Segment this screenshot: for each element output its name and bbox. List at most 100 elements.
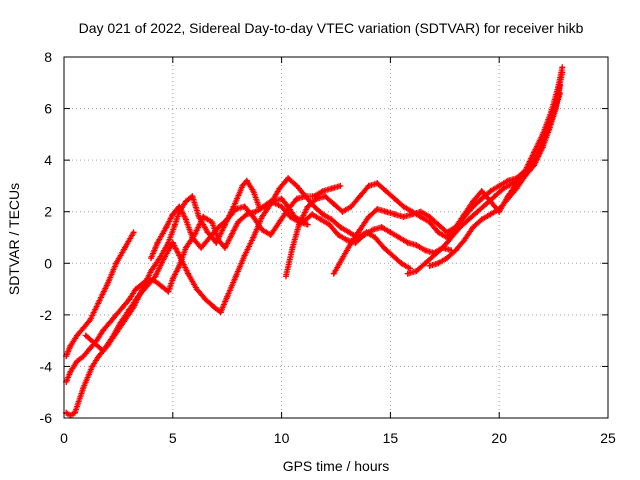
data-point [193,286,200,293]
data-point [513,185,520,192]
data-point [215,237,222,244]
data-point [559,64,566,71]
data-point [413,268,420,274]
data-point [165,288,172,295]
data-point [296,221,302,228]
data-point [504,195,511,202]
data-point [422,247,429,254]
data-point [126,306,133,313]
data-point [335,231,342,238]
data-point [404,239,411,246]
data-point [380,244,387,251]
data-point [67,412,74,419]
data-point [100,327,107,334]
data-point [182,198,189,205]
data-point [100,348,107,354]
y-tick-label: 2 [44,204,52,220]
data-point [348,239,355,246]
data-point [250,188,257,195]
data-point [391,195,398,202]
x-tick-label: 10 [274,430,290,446]
series-track-4 [82,175,413,354]
data-point [169,211,176,218]
data-point [365,182,372,189]
data-point [139,280,146,287]
data-point [330,270,337,277]
data-point [500,185,507,192]
data-point [80,353,87,360]
data-point [400,213,407,220]
data-point [383,188,389,195]
data-point [522,172,529,179]
data-point [204,229,211,236]
data-point [252,208,259,215]
data-point [559,69,566,76]
data-point [404,270,411,277]
data-point [557,82,564,89]
y-tick-label: -6 [40,410,53,426]
data-point [232,273,239,280]
y-tick-label: 8 [44,49,52,65]
data-point [487,211,494,218]
data-point [293,195,300,202]
data-point [278,203,285,210]
data-point [185,270,191,277]
data-point [119,304,126,311]
data-point [169,239,176,246]
data-point [417,208,424,215]
data-point [289,244,296,251]
data-point [444,229,450,236]
data-point [378,224,385,231]
data-point [182,244,189,251]
data-point [470,198,477,205]
x-tick-label: 25 [600,430,616,446]
data-point [417,213,424,220]
data-point [509,180,516,187]
data-point [319,188,326,195]
data-point [372,234,379,241]
data-point [104,280,111,287]
data-point [126,296,133,303]
y-tick-labels: -6 -4 -2 0 2 4 6 8 [40,49,53,426]
data-point [95,353,102,360]
data-point [130,229,137,236]
data-point [474,208,481,215]
data-point [176,262,183,269]
grid [64,57,608,418]
data-point [304,221,311,228]
data-point [328,216,335,223]
data-point [317,216,324,223]
data-point [356,193,363,200]
data-point [387,229,394,236]
data-point [82,332,89,339]
data-point [215,224,222,231]
data-point [448,234,455,241]
data-point [319,211,326,218]
data-point [293,182,300,189]
data-point [74,358,81,365]
data-point [302,193,309,200]
data-point [461,211,468,218]
data-point [161,255,168,262]
data-point [552,105,559,112]
data-point [422,260,429,267]
data-point [322,193,329,200]
data-point [259,213,265,220]
data-point [374,206,381,213]
data-point [276,219,283,225]
data-point [409,211,416,218]
data-point [276,185,283,192]
data-point [243,177,250,184]
data-point [478,216,485,223]
series-track-9 [426,82,564,269]
data-point [291,213,298,220]
data-point [80,384,87,391]
data-point [217,309,224,316]
data-point [496,182,503,189]
data-point [478,188,485,195]
data-point [413,242,420,249]
data-point [189,193,196,200]
data-point [285,206,292,213]
data-point [328,185,335,192]
data-point [470,224,477,231]
